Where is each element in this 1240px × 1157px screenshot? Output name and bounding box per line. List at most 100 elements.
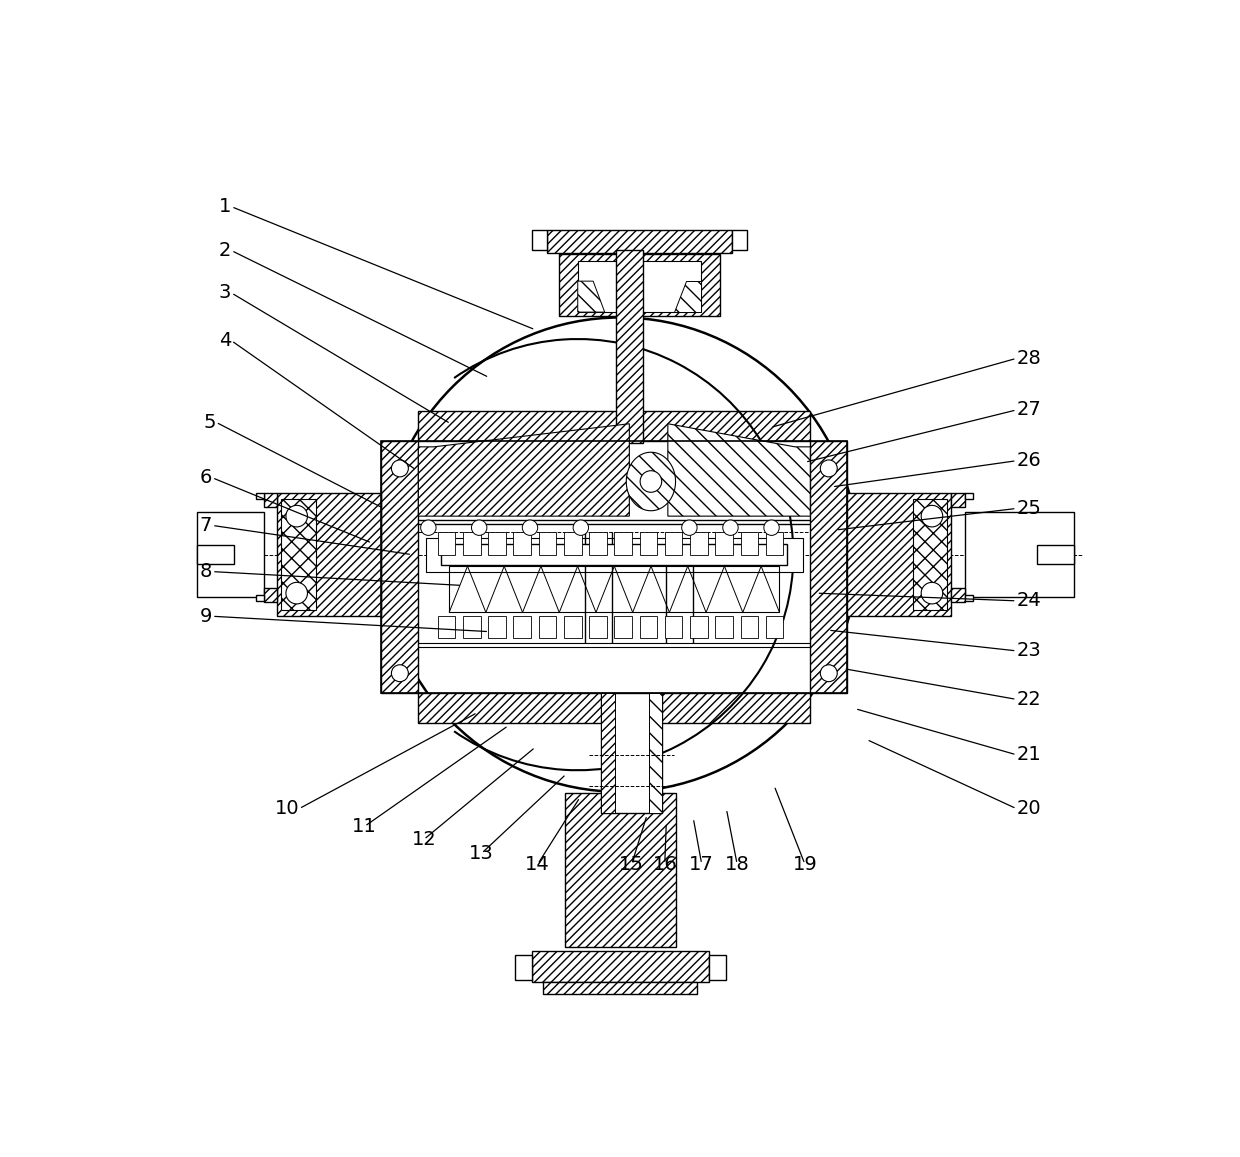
Circle shape (392, 665, 408, 681)
Polygon shape (626, 452, 676, 510)
Bar (614, 617, 632, 638)
Bar (543, 982, 697, 994)
Bar (532, 230, 547, 250)
Polygon shape (601, 693, 615, 812)
Bar (913, 499, 947, 610)
Text: 16: 16 (652, 855, 677, 874)
Bar (689, 617, 708, 638)
Bar (538, 617, 557, 638)
Bar (489, 531, 506, 554)
Circle shape (471, 519, 487, 536)
Text: 17: 17 (689, 855, 714, 874)
Bar (715, 617, 733, 638)
Bar (589, 531, 606, 554)
Polygon shape (418, 423, 630, 516)
Bar (715, 531, 733, 554)
Text: 21: 21 (1017, 745, 1042, 765)
Bar (255, 596, 264, 600)
Bar (438, 617, 455, 638)
Bar (489, 617, 506, 638)
Circle shape (640, 471, 662, 492)
Polygon shape (810, 441, 847, 693)
Text: 23: 23 (1017, 641, 1042, 661)
Text: 2: 2 (219, 241, 231, 260)
Bar (601, 693, 662, 812)
Text: 6: 6 (200, 469, 212, 487)
Bar (547, 230, 732, 252)
Bar (564, 531, 582, 554)
Polygon shape (847, 493, 951, 617)
Text: 26: 26 (1017, 451, 1042, 470)
Bar (578, 260, 701, 312)
Bar (513, 531, 531, 554)
Text: 4: 4 (219, 331, 231, 351)
Bar (766, 531, 784, 554)
Polygon shape (649, 693, 662, 812)
Bar (441, 544, 787, 566)
Text: 10: 10 (274, 799, 299, 818)
Bar (640, 531, 657, 554)
Text: 15: 15 (619, 855, 644, 874)
Polygon shape (558, 255, 720, 316)
Text: 25: 25 (1017, 499, 1042, 518)
Bar (515, 955, 532, 980)
Bar (589, 617, 606, 638)
Circle shape (723, 519, 738, 536)
Text: 22: 22 (1017, 690, 1042, 709)
Bar (951, 493, 965, 507)
Circle shape (764, 519, 779, 536)
Circle shape (821, 460, 837, 477)
Circle shape (921, 506, 942, 526)
Text: 19: 19 (792, 855, 817, 874)
Bar (616, 250, 644, 443)
Circle shape (921, 582, 942, 604)
Text: 18: 18 (724, 855, 749, 874)
Circle shape (286, 582, 308, 604)
Bar (449, 566, 780, 612)
Circle shape (383, 317, 857, 791)
Bar (513, 617, 531, 638)
Polygon shape (564, 794, 676, 948)
Bar (732, 230, 748, 250)
Polygon shape (418, 693, 810, 722)
Bar (740, 617, 758, 638)
Bar (532, 951, 708, 982)
Polygon shape (278, 493, 382, 617)
Text: 12: 12 (412, 830, 436, 849)
Text: 28: 28 (1017, 348, 1042, 368)
Circle shape (682, 519, 697, 536)
Text: 7: 7 (200, 516, 212, 535)
Bar (427, 538, 802, 572)
Bar (197, 513, 264, 597)
Text: 27: 27 (1017, 400, 1042, 419)
Circle shape (522, 519, 538, 536)
Text: 8: 8 (200, 562, 212, 581)
Bar (665, 531, 682, 554)
Text: 11: 11 (352, 817, 377, 837)
Polygon shape (578, 281, 605, 312)
Circle shape (286, 506, 308, 526)
Bar (965, 493, 972, 499)
Bar (463, 617, 481, 638)
Bar (614, 531, 632, 554)
Circle shape (573, 519, 589, 536)
Bar (197, 545, 233, 563)
Text: 20: 20 (1017, 799, 1042, 818)
Bar (264, 588, 278, 603)
Bar (665, 617, 682, 638)
Bar (538, 531, 557, 554)
Circle shape (420, 519, 436, 536)
Bar (1038, 545, 1074, 563)
Bar (689, 531, 708, 554)
Bar (438, 531, 455, 554)
Polygon shape (675, 281, 701, 312)
Bar (951, 588, 965, 603)
Bar (965, 596, 972, 600)
Text: 14: 14 (526, 855, 551, 874)
Polygon shape (668, 423, 810, 516)
Bar (255, 493, 264, 499)
Bar (640, 617, 657, 638)
Text: 3: 3 (219, 283, 231, 302)
Bar (264, 493, 278, 507)
Circle shape (821, 665, 837, 681)
